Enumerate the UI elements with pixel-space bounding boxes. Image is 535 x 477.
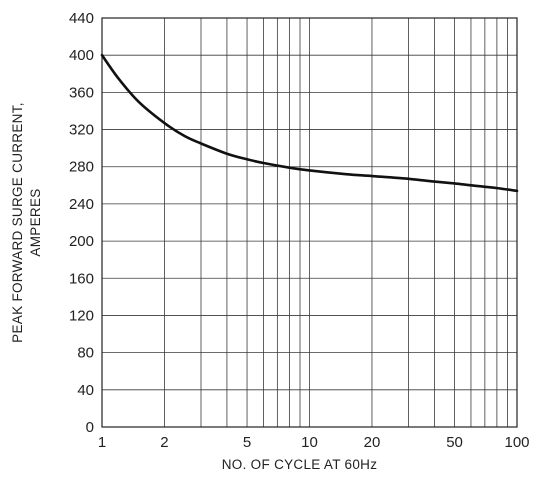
y-tick-label: 200 — [69, 233, 94, 250]
x-tick-labels: 1 2 5 10 20 50 100 — [98, 434, 530, 451]
surge-current-line — [100, 53, 519, 193]
x-tick-label: 10 — [301, 434, 318, 451]
y-tick-label: 280 — [69, 159, 94, 176]
y-tick-label: 360 — [69, 84, 94, 101]
x-tick-label: 20 — [364, 434, 381, 451]
y-tick-label: 80 — [77, 345, 94, 362]
y-axis-label-line-2: AMPERES — [28, 188, 43, 256]
x-axis-label: NO. OF CYCLE AT 60Hz — [222, 457, 378, 472]
x-tick-label: 5 — [243, 434, 251, 451]
x-tick-label: 2 — [160, 434, 168, 451]
y-tick-label: 240 — [69, 196, 94, 213]
y-tick-label: 0 — [86, 419, 94, 436]
y-tick-labels: 0 40 80 120 160 200 240 280 320 360 400 440 — [69, 10, 94, 436]
y-tick-label: 160 — [69, 270, 94, 287]
y-axis-label-line-1: PEAK FORWARD SURGE CURRENT, — [10, 102, 25, 343]
y-tick-label: 120 — [69, 307, 94, 324]
y-tick-label: 40 — [77, 382, 94, 399]
y-tick-label: 320 — [69, 122, 94, 139]
grid — [101, 17, 518, 428]
y-tick-label: 440 — [69, 10, 94, 27]
x-tick-label: 1 — [98, 434, 106, 451]
plot-frame — [101, 17, 518, 428]
y-tick-label: 400 — [69, 47, 94, 64]
x-tick-label: 50 — [446, 434, 463, 451]
series — [100, 53, 519, 193]
x-tick-label: 100 — [504, 434, 529, 451]
